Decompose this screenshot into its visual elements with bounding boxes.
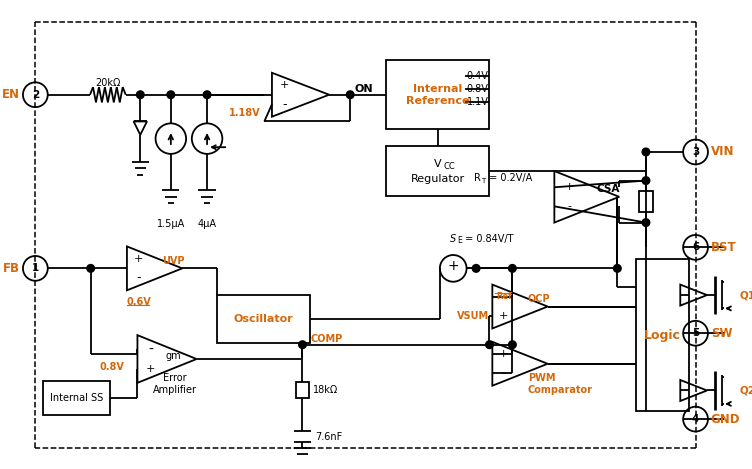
Text: = 0.84V/T: = 0.84V/T [462,234,514,243]
Text: 4: 4 [692,414,699,424]
Text: +: + [134,254,143,264]
Text: 0.8V: 0.8V [99,362,124,371]
Text: ON: ON [355,84,374,94]
Circle shape [87,265,95,272]
Circle shape [508,341,516,348]
Text: Logic: Logic [644,329,681,341]
Text: Oscillator: Oscillator [233,314,293,324]
Text: +: + [280,80,289,90]
Text: 4μA: 4μA [198,219,217,229]
Bar [639,191,653,212]
Text: 6: 6 [692,242,699,252]
Text: VSUM: VSUM [457,311,490,321]
Circle shape [732,329,739,337]
Text: 3: 3 [692,147,699,157]
Circle shape [347,91,354,98]
Text: SW: SW [711,327,732,340]
Circle shape [642,219,650,227]
Text: -: - [568,201,572,212]
Text: 1.5μA: 1.5μA [156,219,185,229]
Bar [217,295,310,343]
Text: PWM
Comparator: PWM Comparator [528,373,593,395]
Text: CC: CC [444,162,456,171]
Circle shape [732,148,739,156]
Circle shape [203,91,211,98]
Circle shape [299,341,306,348]
Text: CSA: CSA [596,184,620,194]
Text: S: S [450,234,456,243]
Text: 1: 1 [32,264,39,273]
Text: V: V [434,159,441,169]
Text: +: + [499,311,508,321]
Text: -: - [502,367,506,380]
Text: EN: EN [2,88,20,101]
Text: -: - [148,342,153,356]
Circle shape [486,341,493,348]
Text: Internal SS: Internal SS [50,393,103,403]
Text: Internal
Reference: Internal Reference [406,84,470,106]
Text: 0.8V: 0.8V [466,84,489,94]
Bar [43,381,110,415]
Text: 2: 2 [32,90,39,100]
Text: gm: gm [165,351,180,361]
Text: 0.6V: 0.6V [126,297,150,307]
Bar [387,146,490,196]
Text: FB: FB [3,262,20,275]
Text: R: R [475,173,481,183]
Circle shape [472,265,480,272]
Text: E: E [457,236,462,245]
Text: VIN: VIN [711,145,734,159]
Circle shape [642,177,650,184]
Text: 1.1V: 1.1V [466,98,489,107]
Text: OCP: OCP [528,294,550,304]
Text: UVP: UVP [162,256,185,266]
Text: T: T [481,178,485,183]
Circle shape [508,265,516,272]
Circle shape [732,243,739,251]
Text: 0.4V: 0.4V [466,71,489,81]
Text: -: - [136,272,141,284]
Text: Regulator: Regulator [411,174,465,184]
Text: BST: BST [711,241,736,254]
Text: COMP: COMP [310,334,342,344]
Text: 1.18V: 1.18V [229,108,261,118]
Text: +: + [447,259,459,273]
Text: 20kΩ: 20kΩ [96,78,120,88]
Text: = 0.2V/A: = 0.2V/A [486,173,532,183]
Text: 5: 5 [692,328,699,338]
Text: +: + [146,363,156,373]
Circle shape [136,91,144,98]
Text: Error
Amplifier: Error Amplifier [153,373,196,395]
Text: -: - [282,98,287,111]
Text: GND: GND [711,413,740,425]
Text: Q1: Q1 [739,290,752,300]
Text: Ref: Ref [496,293,512,302]
Text: +: + [565,182,575,192]
Circle shape [614,265,621,272]
Text: Q2: Q2 [739,386,752,395]
Text: 18kΩ: 18kΩ [313,385,338,395]
Bar [636,259,689,411]
Bar [387,61,490,129]
Circle shape [732,329,739,337]
Bar [296,382,309,398]
Circle shape [167,91,174,98]
Circle shape [642,148,650,156]
Text: +: + [499,349,508,359]
Text: 7.6nF: 7.6nF [315,432,342,442]
